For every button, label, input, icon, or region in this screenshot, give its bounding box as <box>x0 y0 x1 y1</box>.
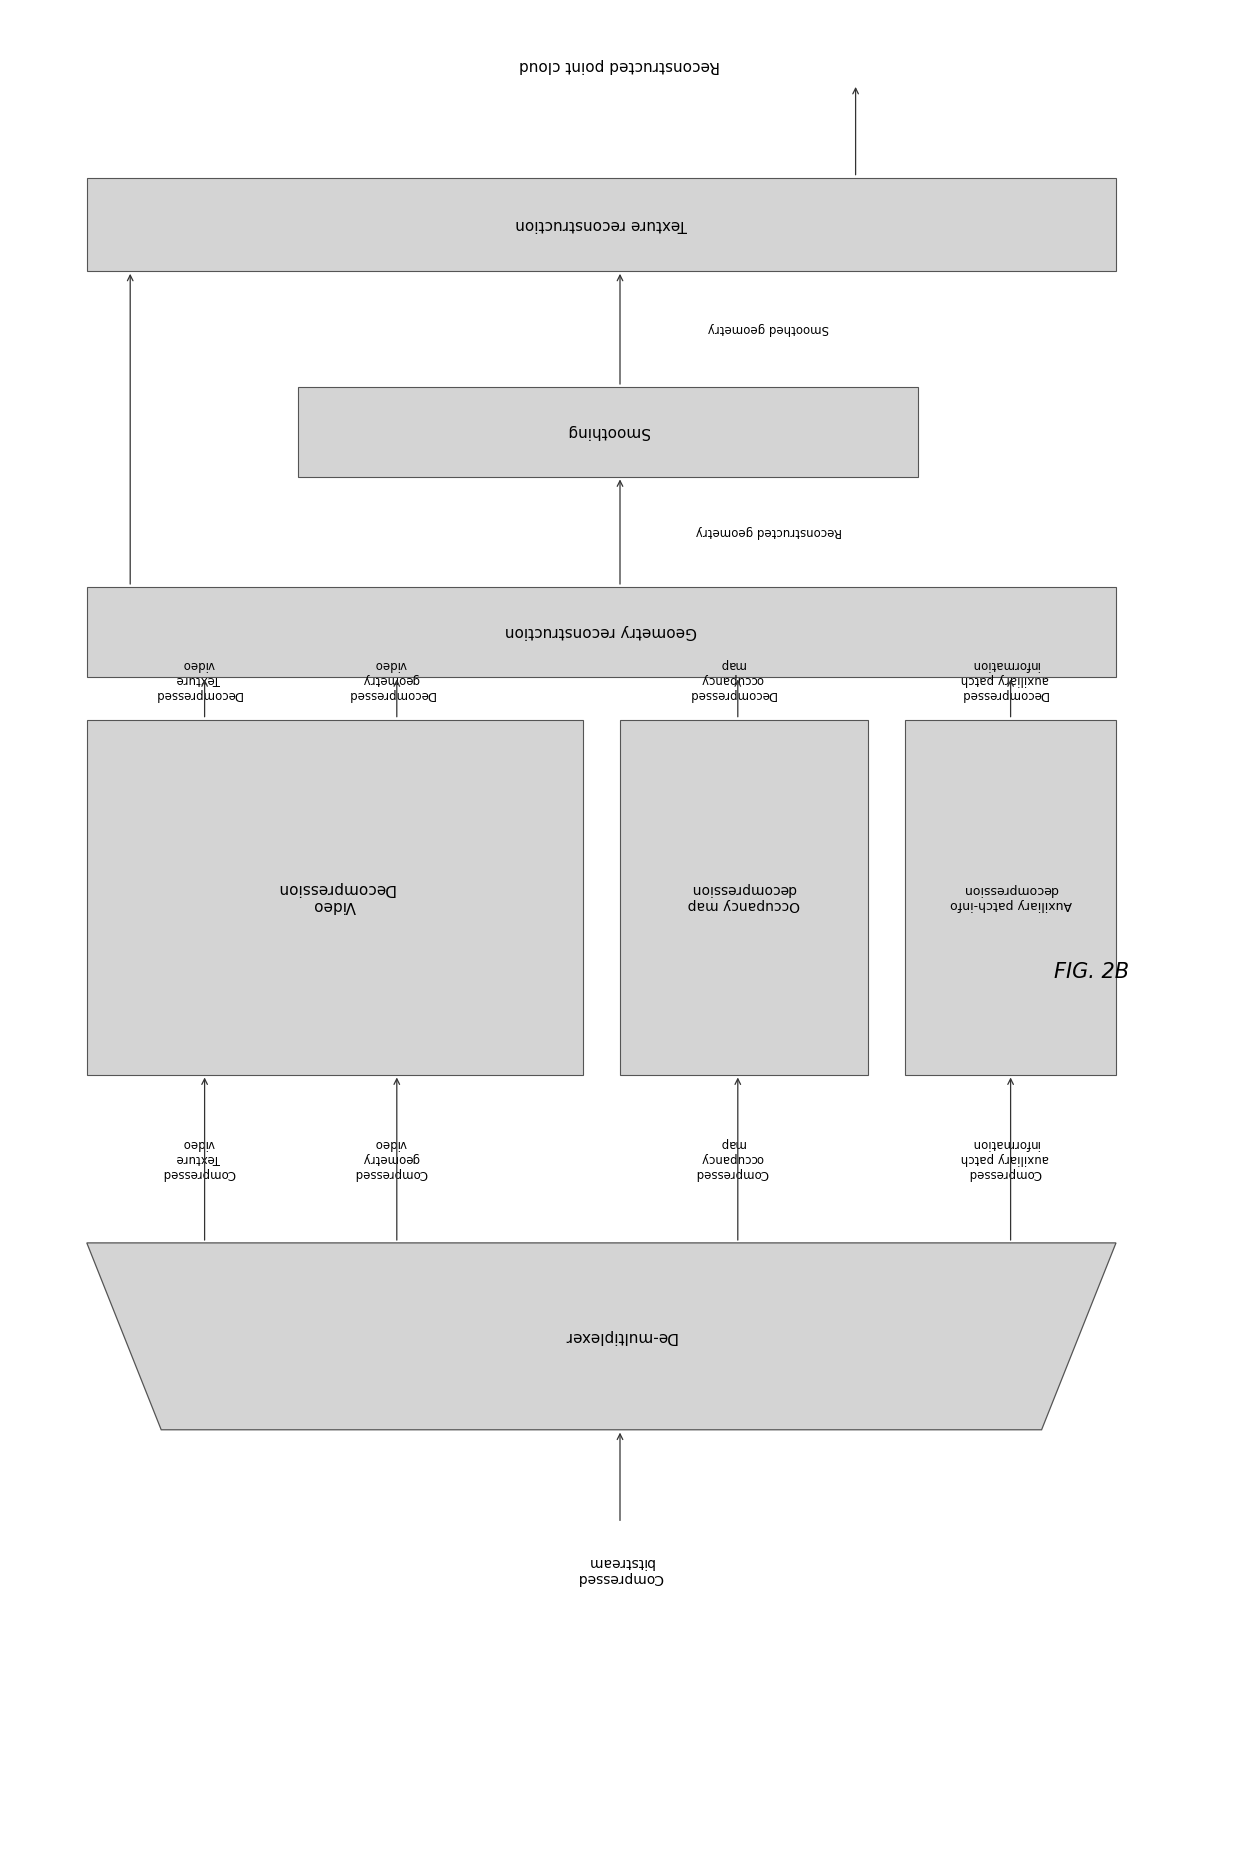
Bar <box>905 720 1116 1075</box>
Bar <box>87 178 1116 271</box>
Text: Decompressed
Texture
video: Decompressed Texture video <box>155 658 242 701</box>
Text: Decompressed
auxiliary patch
information: Decompressed auxiliary patch information <box>960 658 1049 701</box>
Text: Texture reconstruction: Texture reconstruction <box>516 217 687 232</box>
Text: Video
Decompression: Video Decompression <box>275 880 394 914</box>
Text: Reconstructed geometry: Reconstructed geometry <box>696 525 842 538</box>
Bar <box>298 387 918 477</box>
Text: Geometry reconstruction: Geometry reconstruction <box>506 624 697 639</box>
Text: De-multiplexer: De-multiplexer <box>563 1329 677 1344</box>
Text: Compressed
Texture
video: Compressed Texture video <box>161 1136 236 1181</box>
Text: Decompressed
occupancy
map: Decompressed occupancy map <box>688 658 775 701</box>
Text: Smoothed geometry: Smoothed geometry <box>708 323 830 335</box>
Bar <box>87 587 1116 677</box>
Text: Auxiliary patch-info
decompression: Auxiliary patch-info decompression <box>950 884 1071 910</box>
Text: Compressed
bitstream: Compressed bitstream <box>577 1555 663 1585</box>
Text: Occupancy map
decompression: Occupancy map decompression <box>688 882 800 912</box>
Text: FIG. 2B: FIG. 2B <box>1054 963 1128 981</box>
Text: Smoothing: Smoothing <box>567 424 649 439</box>
Bar <box>620 720 868 1075</box>
Polygon shape <box>87 1243 1116 1430</box>
Text: Decompressed
geometry
video: Decompressed geometry video <box>347 658 434 701</box>
Text: Compressed
geometry
video: Compressed geometry video <box>353 1136 428 1181</box>
Bar <box>87 720 583 1075</box>
Text: Reconstructed point cloud: Reconstructed point cloud <box>520 58 720 73</box>
Text: Compressed
occupancy
map: Compressed occupancy map <box>694 1136 769 1181</box>
Text: Compressed
auxiliary patch
information: Compressed auxiliary patch information <box>960 1136 1049 1181</box>
